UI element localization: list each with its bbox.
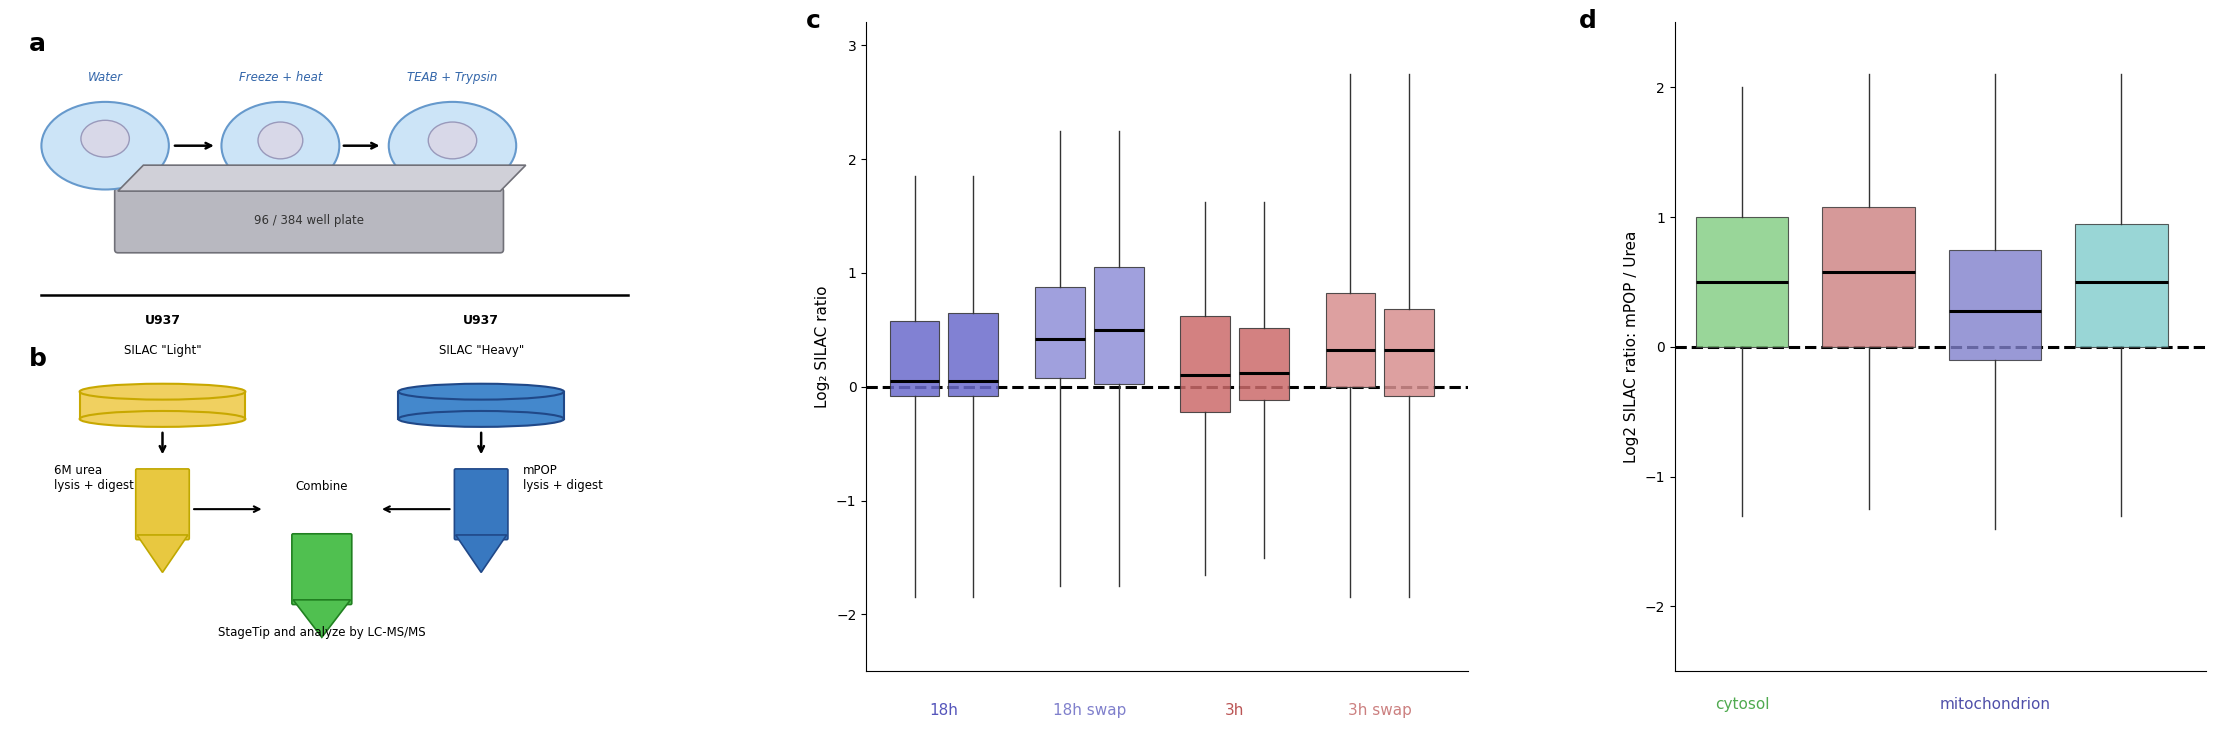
FancyBboxPatch shape — [136, 469, 189, 539]
Polygon shape — [294, 600, 350, 637]
Ellipse shape — [80, 411, 245, 427]
PathPatch shape — [1094, 267, 1143, 384]
PathPatch shape — [1036, 286, 1085, 377]
Text: a: a — [29, 32, 45, 56]
Y-axis label: Log2 SILAC ratio: mPOP / Urea: Log2 SILAC ratio: mPOP / Urea — [1624, 231, 1640, 463]
Text: d: d — [1580, 10, 1597, 34]
Ellipse shape — [428, 122, 477, 159]
Ellipse shape — [221, 102, 339, 189]
PathPatch shape — [889, 321, 940, 396]
Text: Combine: Combine — [296, 480, 348, 493]
Text: 18h: 18h — [929, 703, 958, 718]
Text: U937: U937 — [145, 315, 180, 327]
Text: mitochondrion: mitochondrion — [1938, 698, 2050, 712]
PathPatch shape — [1696, 217, 1789, 347]
Text: StageTip and analyze by LC-MS/MS: StageTip and analyze by LC-MS/MS — [218, 626, 426, 639]
Text: mPOP
lysis + digest: mPOP lysis + digest — [524, 464, 602, 492]
Text: Water: Water — [87, 71, 123, 84]
PathPatch shape — [1384, 310, 1435, 396]
Text: 18h swap: 18h swap — [1052, 703, 1125, 718]
Ellipse shape — [258, 122, 303, 159]
Ellipse shape — [80, 120, 129, 157]
PathPatch shape — [1950, 249, 2041, 360]
Ellipse shape — [399, 383, 564, 400]
Text: 96 / 384 well plate: 96 / 384 well plate — [254, 214, 363, 227]
Text: SILAC "Heavy": SILAC "Heavy" — [439, 344, 524, 357]
PathPatch shape — [1239, 327, 1288, 401]
Text: Freeze + heat: Freeze + heat — [238, 71, 323, 84]
FancyBboxPatch shape — [455, 469, 508, 539]
Polygon shape — [118, 165, 526, 191]
Text: 3h swap: 3h swap — [1348, 703, 1413, 718]
Ellipse shape — [399, 411, 564, 427]
Polygon shape — [457, 535, 506, 572]
Ellipse shape — [42, 102, 169, 189]
Text: 6M urea
lysis + digest: 6M urea lysis + digest — [53, 464, 134, 492]
PathPatch shape — [1181, 316, 1230, 412]
Polygon shape — [80, 392, 245, 419]
Text: U937: U937 — [463, 315, 499, 327]
Polygon shape — [136, 535, 187, 572]
Ellipse shape — [80, 383, 245, 400]
Y-axis label: Log₂ SILAC ratio: Log₂ SILAC ratio — [815, 286, 831, 408]
Polygon shape — [399, 392, 564, 419]
PathPatch shape — [1823, 207, 1914, 347]
Text: TEAB + Trypsin: TEAB + Trypsin — [408, 71, 497, 84]
PathPatch shape — [1326, 293, 1375, 386]
Ellipse shape — [388, 102, 517, 189]
FancyBboxPatch shape — [292, 534, 352, 604]
Text: SILAC "Light": SILAC "Light" — [125, 344, 201, 357]
Text: b: b — [29, 347, 47, 371]
FancyBboxPatch shape — [114, 188, 504, 253]
Text: 3h: 3h — [1225, 703, 1243, 718]
PathPatch shape — [2074, 224, 2168, 347]
Text: cytosol: cytosol — [1716, 698, 1769, 712]
Text: c: c — [807, 10, 820, 34]
PathPatch shape — [949, 313, 998, 396]
